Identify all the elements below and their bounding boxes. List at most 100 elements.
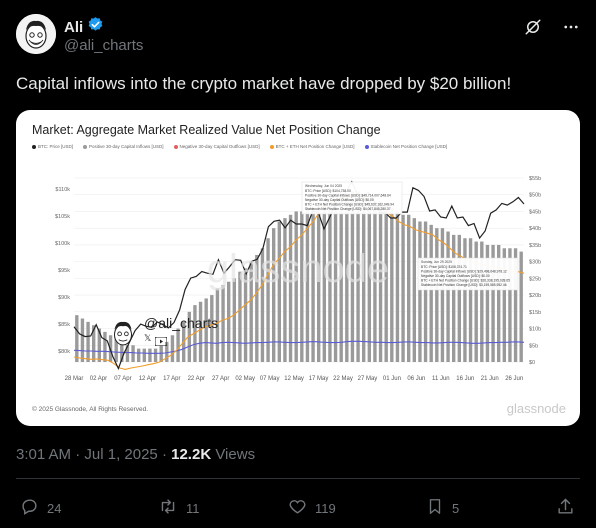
x-tick: 22 May <box>333 376 353 382</box>
bar-inflow <box>485 244 490 362</box>
verified-badge-icon <box>87 16 104 38</box>
bar-inflow <box>243 268 248 362</box>
share-icon <box>556 497 575 519</box>
bar-inflow <box>103 331 107 362</box>
bookmark-icon <box>426 497 444 519</box>
repost-button[interactable]: 11 <box>158 497 200 519</box>
bar-inflow <box>165 341 169 362</box>
bar-inflow <box>508 248 512 362</box>
bar-inflow <box>272 228 276 362</box>
bar-inflow <box>423 221 428 362</box>
legend-item-stable: Stablecoin Net Position Change [USD] <box>364 144 447 149</box>
bar-inflow <box>142 348 146 362</box>
bar-inflow <box>345 194 349 362</box>
bar-inflow <box>176 328 180 362</box>
glassnode-watermark: glassnode <box>207 247 389 291</box>
bar-inflow <box>198 301 203 362</box>
legend-item-price: BTC: Price [USD] <box>32 144 73 149</box>
x-logo-icon: 𝕏 <box>144 333 152 343</box>
bar-inflow <box>367 198 371 362</box>
bar-inflow <box>480 241 484 362</box>
bar-inflow <box>260 248 265 362</box>
bar-inflow <box>170 335 175 362</box>
bar-inflow <box>221 285 225 362</box>
x-tick: 11 Jun <box>432 376 450 382</box>
x-tick: 27 May <box>358 376 378 382</box>
bar-inflow <box>362 194 366 362</box>
tooltip-row: Stablecoin Net Position Change [USD]: $4… <box>305 207 391 211</box>
bar-inflow <box>395 211 400 362</box>
author-watermark: @ali_charts 𝕏 <box>106 315 218 351</box>
bar-inflow <box>412 218 416 362</box>
like-button[interactable]: 119 <box>288 497 336 519</box>
bar-inflow <box>491 244 495 362</box>
bar-inflow <box>227 281 231 362</box>
chart-legend: BTC: Price [USD] Positive 30-day Capital… <box>32 144 447 149</box>
bookmark-button[interactable]: 5 <box>426 497 459 519</box>
y-left-tick: $90k <box>58 295 70 301</box>
tooltip-row: Negative 30-day Capital Outflows [USD]: … <box>421 274 490 278</box>
bar-inflow <box>255 254 259 362</box>
y-right-tick: $50b <box>529 193 541 199</box>
bar-inflow <box>97 328 101 362</box>
tooltip-row: BTC: Price [USD]: $104,738.00 <box>305 189 351 193</box>
tweet-text: Capital inflows into the crypto market h… <box>16 74 512 93</box>
tooltip-date: Wednesday, Jun 04 2025 <box>305 184 342 188</box>
chart-image[interactable]: Market: Aggregate Market Realized Value … <box>16 110 580 426</box>
grok-icon[interactable] <box>524 18 542 41</box>
share-button[interactable] <box>556 497 575 519</box>
legend-item-netchange: BTC + ETH Net Position Change [USD] <box>269 144 355 149</box>
tooltip-row: Negative 30-day Capital Outflows [USD]: … <box>305 198 374 202</box>
like-count: 119 <box>315 500 336 516</box>
x-tick: 16 Jun <box>456 376 474 382</box>
bar-inflow <box>502 248 506 362</box>
x-tick: 02 Apr <box>90 376 107 382</box>
bar-inflow <box>513 248 518 362</box>
bar-inflow <box>468 238 473 362</box>
author-name[interactable]: Ali <box>64 18 84 36</box>
bar-inflow <box>300 211 304 362</box>
more-options-icon[interactable] <box>562 18 580 41</box>
tweet-meta: 3:01 AM · Jul 1, 2025 · 12.2K Views <box>16 446 256 463</box>
repost-count: 11 <box>186 500 200 516</box>
x-tick: 02 May <box>235 376 255 382</box>
tooltip-box <box>417 257 519 291</box>
avatar[interactable] <box>16 14 56 54</box>
bar-inflow <box>333 198 338 362</box>
bar-inflow <box>356 191 360 362</box>
copyright: © 2025 Glassnode, All Rights Reserved. <box>32 406 149 413</box>
y-left-tick: $105k <box>55 214 70 220</box>
bookmark-count: 5 <box>452 500 460 516</box>
bar-inflow <box>339 194 343 362</box>
y-right-tick: $0 <box>529 360 535 366</box>
bar-inflow <box>238 271 242 362</box>
y-right-tick: $55b <box>529 176 541 182</box>
heart-icon <box>288 497 307 519</box>
y-right-tick: $5b <box>529 343 538 349</box>
chart-title: Market: Aggregate Market Realized Value … <box>32 123 381 137</box>
glassnode-logo: glassnode <box>506 401 566 416</box>
bar-inflow <box>519 251 523 362</box>
bar-inflow <box>283 218 287 362</box>
reply-icon <box>20 497 39 519</box>
y-right-tick: $35b <box>529 243 541 249</box>
bar-inflow <box>452 234 456 362</box>
action-bar: 24 11 119 5 <box>16 497 580 519</box>
tooltip-row: BTC + ETH Net Position Change [USD]: $45… <box>305 203 394 207</box>
series-net-change <box>73 194 525 370</box>
bar-inflow <box>148 348 152 362</box>
bar-inflow <box>390 208 394 362</box>
tooltip-row: Positive 30-day Capital Inflows [USD]: $… <box>421 270 507 274</box>
reply-count: 24 <box>47 500 62 516</box>
author-handle[interactable]: @ali_charts <box>64 37 144 54</box>
bar-inflow <box>407 214 411 362</box>
bar-inflow <box>187 311 191 362</box>
tweet-time[interactable]: 3:01 AM <box>16 446 72 463</box>
bar-inflow <box>418 221 422 362</box>
y-right-tick: $15b <box>529 310 541 316</box>
reply-button[interactable]: 24 <box>20 497 61 519</box>
x-tick: 07 Apr <box>114 376 131 382</box>
x-tick: 17 Apr <box>163 376 180 382</box>
tweet-date[interactable]: Jul 1, 2025 <box>84 446 158 463</box>
x-tick: 22 Apr <box>188 376 205 382</box>
